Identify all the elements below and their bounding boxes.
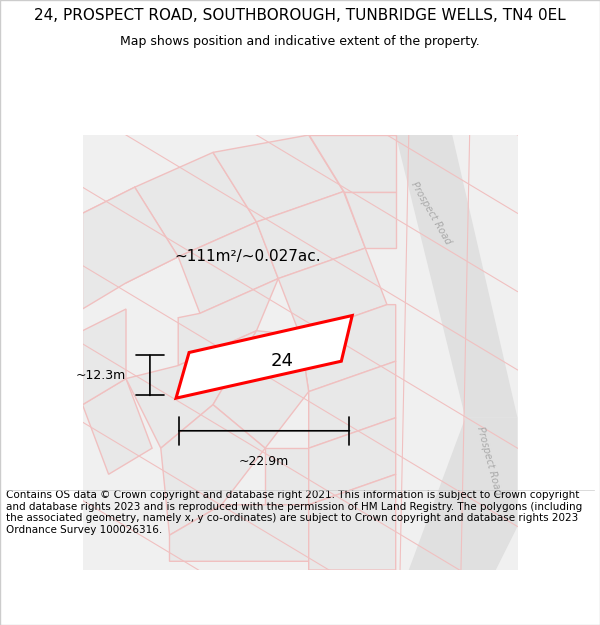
Polygon shape bbox=[343, 191, 396, 248]
Text: ~12.3m: ~12.3m bbox=[76, 369, 126, 382]
Text: ~22.9m: ~22.9m bbox=[239, 455, 289, 468]
Polygon shape bbox=[170, 505, 309, 561]
Polygon shape bbox=[83, 188, 178, 309]
Polygon shape bbox=[309, 135, 396, 191]
Polygon shape bbox=[278, 248, 387, 335]
Polygon shape bbox=[83, 188, 178, 283]
Polygon shape bbox=[83, 309, 126, 405]
Polygon shape bbox=[213, 331, 309, 448]
Polygon shape bbox=[83, 379, 152, 474]
Text: Prospect Road: Prospect Road bbox=[409, 180, 452, 246]
Polygon shape bbox=[396, 135, 517, 418]
Polygon shape bbox=[300, 304, 396, 392]
Polygon shape bbox=[309, 361, 396, 448]
Text: Map shows position and indicative extent of the property.: Map shows position and indicative extent… bbox=[120, 35, 480, 48]
Polygon shape bbox=[134, 152, 257, 257]
Text: 24, PROSPECT ROAD, SOUTHBOROUGH, TUNBRIDGE WELLS, TN4 0EL: 24, PROSPECT ROAD, SOUTHBOROUGH, TUNBRID… bbox=[34, 8, 566, 23]
Polygon shape bbox=[409, 418, 517, 570]
Polygon shape bbox=[126, 331, 257, 448]
Polygon shape bbox=[178, 279, 278, 366]
Polygon shape bbox=[176, 316, 352, 398]
Polygon shape bbox=[257, 191, 365, 279]
Polygon shape bbox=[265, 448, 309, 505]
Polygon shape bbox=[178, 222, 278, 313]
Polygon shape bbox=[161, 405, 265, 535]
Polygon shape bbox=[213, 135, 343, 222]
Text: Prospect Road: Prospect Road bbox=[475, 426, 503, 497]
Text: 24: 24 bbox=[271, 352, 293, 370]
Text: ~111m²/~0.027ac.: ~111m²/~0.027ac. bbox=[175, 249, 321, 264]
Polygon shape bbox=[309, 418, 396, 505]
Text: Contains OS data © Crown copyright and database right 2021. This information is : Contains OS data © Crown copyright and d… bbox=[6, 490, 582, 535]
Polygon shape bbox=[309, 474, 396, 570]
